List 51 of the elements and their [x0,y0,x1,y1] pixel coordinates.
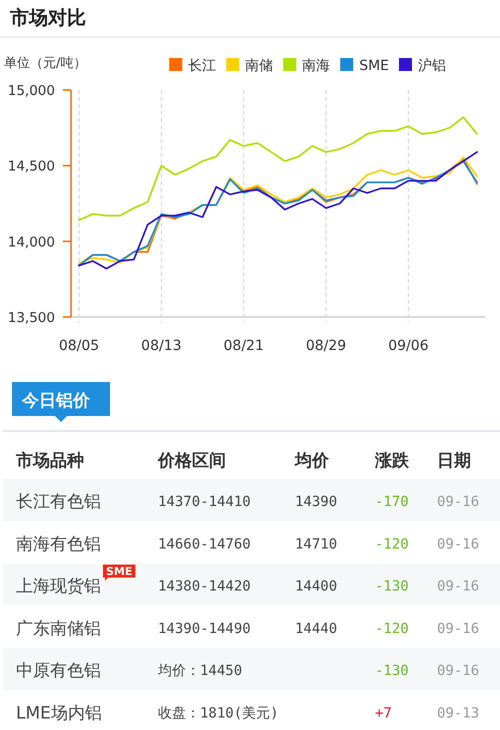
column-header: 价格区间 [158,451,226,471]
cell: 14710 [295,536,338,552]
y-tick-label: 13,500 [8,310,55,326]
legend-label: 沪铝 [418,58,446,74]
cell: 09-13 [437,706,480,722]
column-header: 市场品种 [16,451,84,471]
legend-label: 南海 [302,58,330,74]
column-header: 日期 [437,451,471,471]
cell: 09-16 [437,620,480,637]
cell: -170 [375,494,409,510]
legend-label: 长江 [188,58,216,74]
cell: 09-16 [437,578,480,595]
row-name: 长江有色铝 [16,492,101,512]
cell: -120 [375,536,409,552]
cell: 09-16 [437,536,480,552]
title: 今日铝价 [22,391,90,411]
cell: 收盘：1810(美元) [158,706,279,722]
y-tick-label: 15,000 [8,83,55,99]
y-axis-title: 单位（元/吨） [4,56,86,71]
x-tick-label: 08/29 [306,338,346,354]
y-tick-label: 14,500 [8,158,55,175]
row-name: 中原有色铝 [16,661,101,682]
cell: 09-16 [437,663,480,680]
cell: 14390-14490 [158,620,251,637]
cell: 14660-14760 [158,536,251,552]
row-name: 上海现货铝 [16,576,101,597]
x-tick-label: 08/21 [224,338,264,354]
title: 市场对比 [10,7,86,29]
cell: 14400 [295,578,338,595]
cell: +7 [375,706,392,722]
cell: -130 [375,663,409,680]
x-tick-label: 08/05 [58,338,100,354]
legend-label: SME [359,58,389,74]
column-header: 均价 [295,451,329,471]
y-tick-label: 14,000 [8,234,55,250]
x-tick-label: 08/13 [141,338,182,354]
row-name: 南海有色铝 [16,534,101,554]
legend-label: 南储 [245,58,274,74]
cell: 14390 [295,494,338,510]
row-name: LME场内铝 [16,704,102,724]
row-name: 广东南储铝 [16,618,101,639]
cell: 均价：14450 [158,663,242,680]
cell: 14380-14420 [158,578,251,595]
cell: 09-16 [437,494,480,510]
badge: SME [103,564,136,581]
cell: 14370-14410 [158,494,251,510]
x-tick-label: 09/06 [388,338,429,354]
column-header: 涨跌 [375,451,409,471]
cell: 14440 [295,620,338,637]
cell: -120 [375,620,409,637]
cell: -130 [375,578,409,595]
